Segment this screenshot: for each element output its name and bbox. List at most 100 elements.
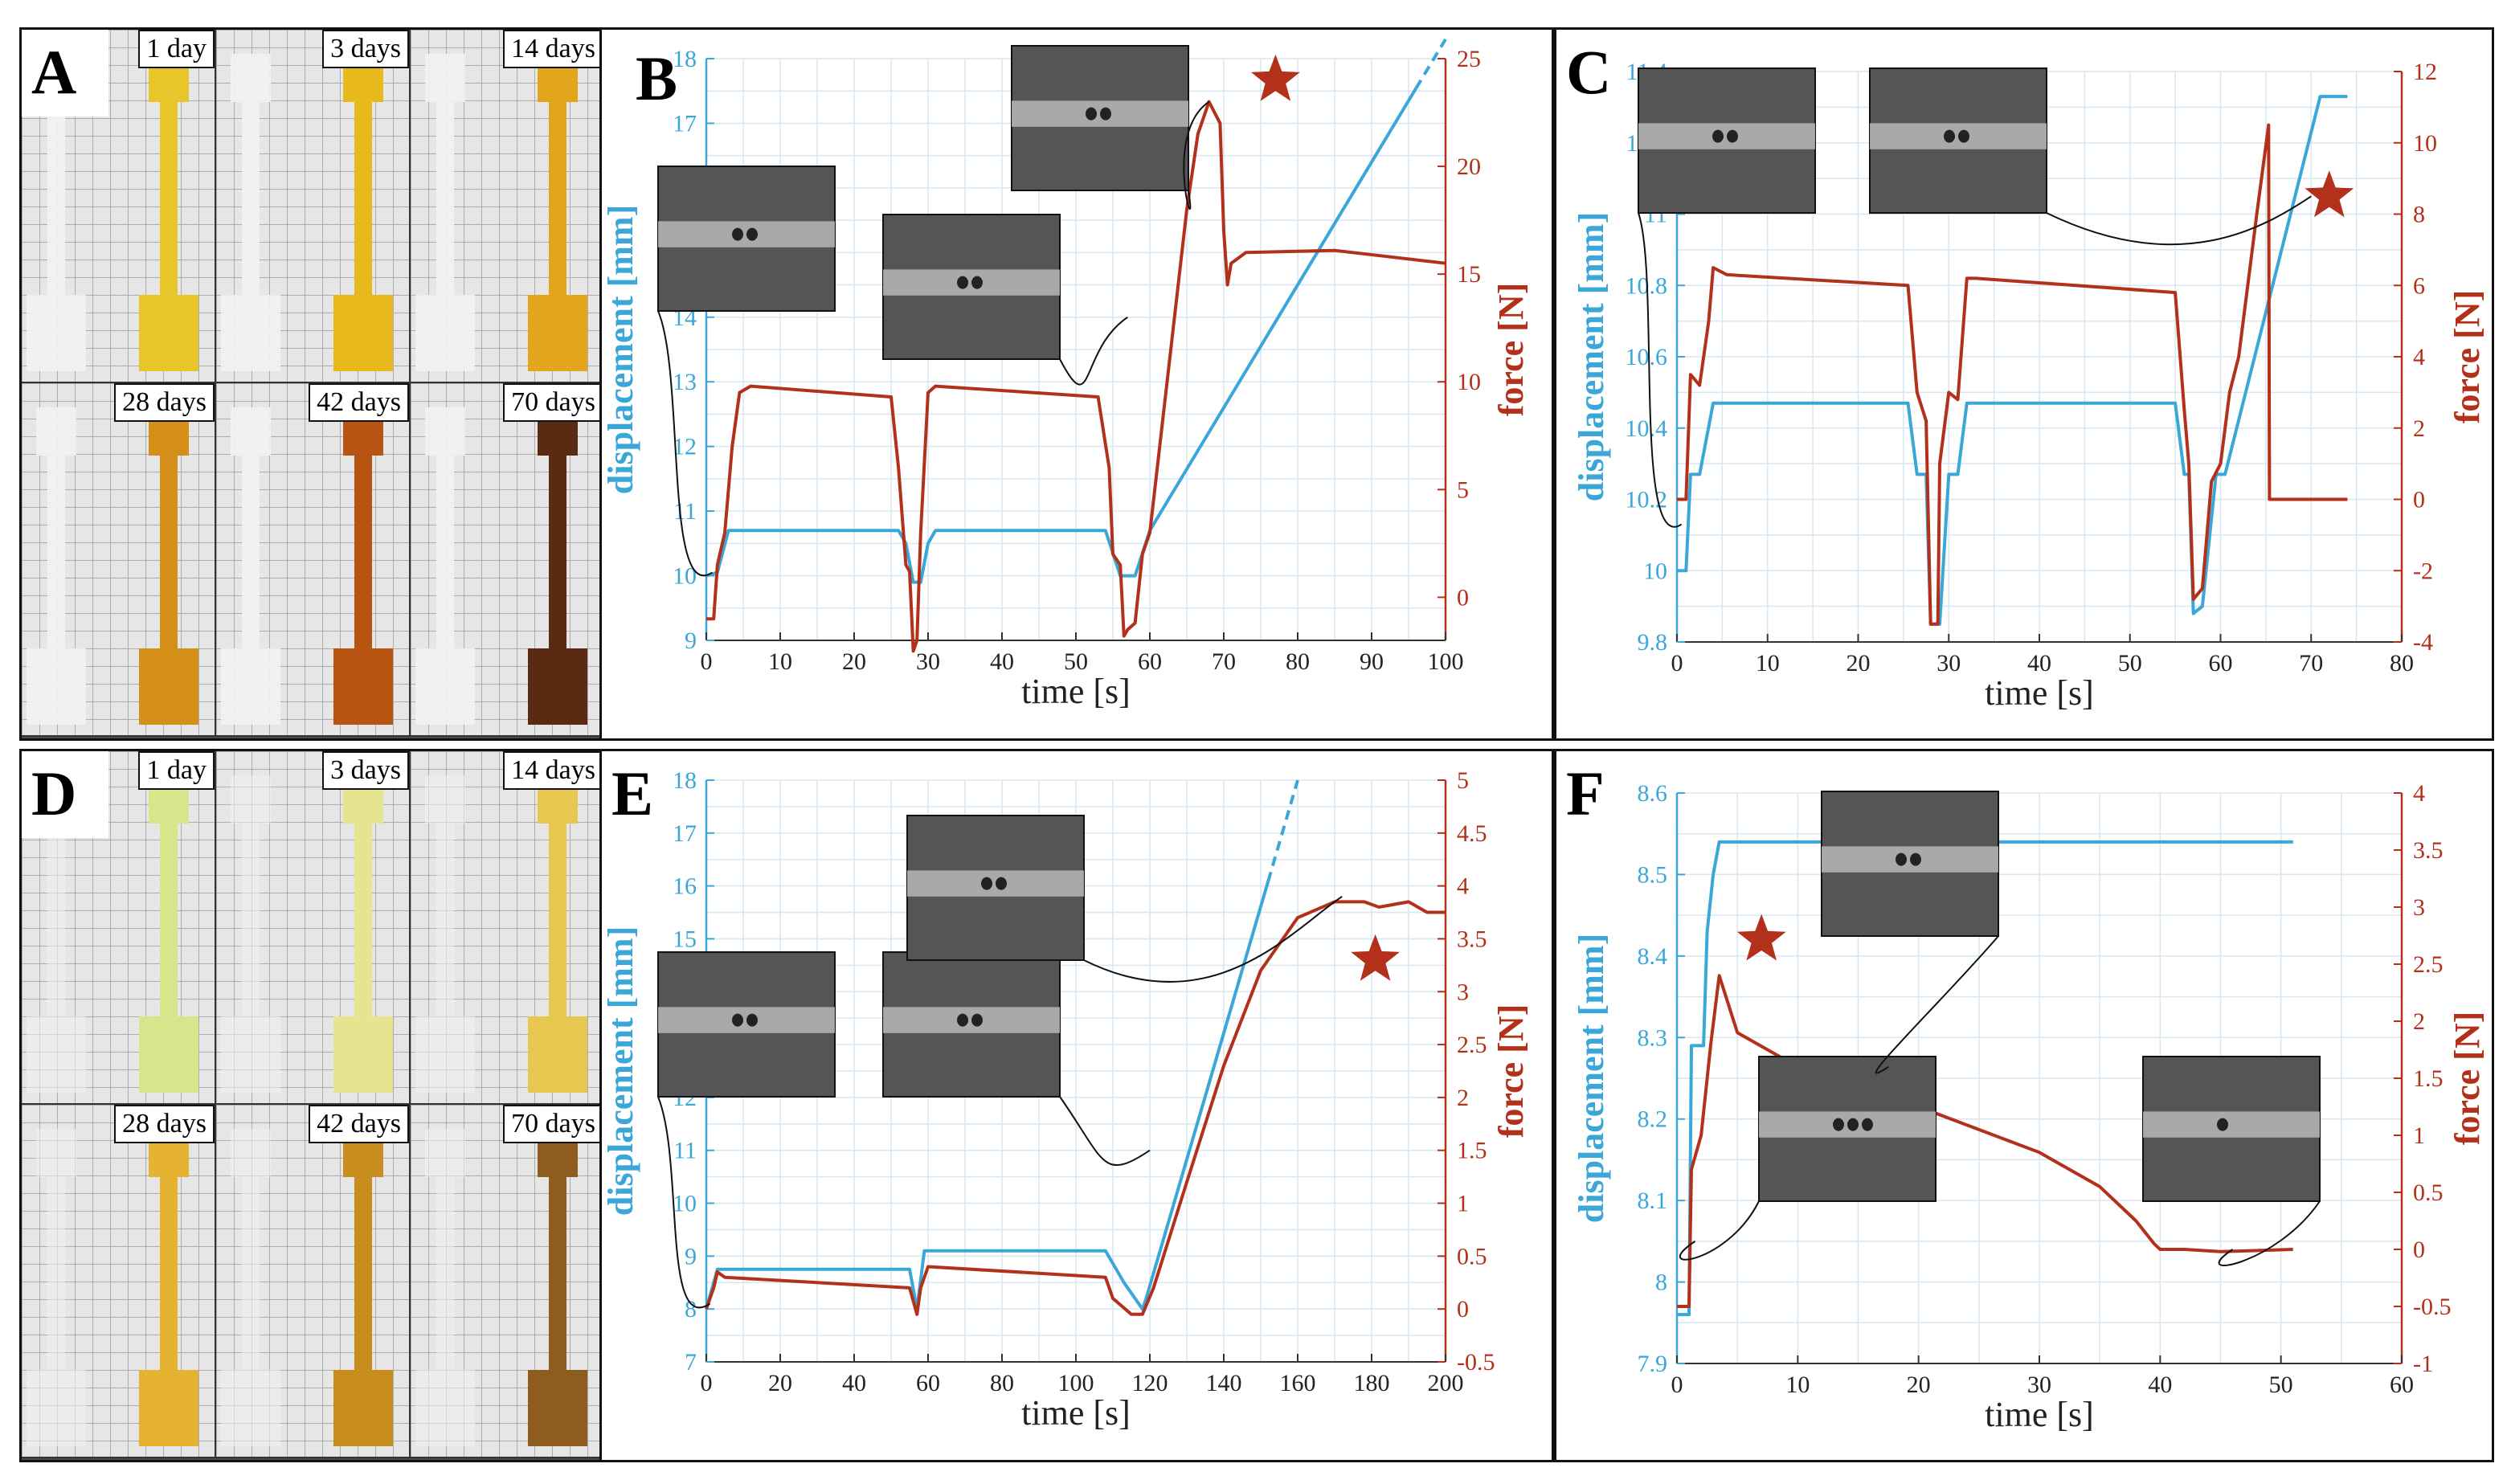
panel-letter-b: B [636, 43, 678, 113]
x-tick-label: 50 [1064, 648, 1088, 675]
inset-photo [1011, 45, 1189, 191]
y-left-tick-label: 8.2 [1638, 1106, 1668, 1133]
panel-b: 0102030405060708090100910111213141516171… [599, 27, 1554, 741]
x-tick-label: 10 [1756, 650, 1780, 677]
y-left-tick-label: 10.6 [1626, 344, 1668, 370]
y-right-tick-label: -0.5 [2413, 1294, 2452, 1320]
inset-photo [1869, 67, 2047, 214]
x-tick-label: 20 [1907, 1372, 1931, 1398]
y-right-tick-label: 2.5 [1457, 1032, 1487, 1058]
y-right-tick-label: 0.5 [1457, 1243, 1487, 1269]
y-left-tick-label: 17 [673, 820, 697, 847]
specimen-photo-d-4 [22, 1105, 215, 1457]
y-left-tick-label: 7 [685, 1349, 697, 1376]
specimen-d-2 [333, 775, 393, 1093]
inset-photo [882, 214, 1061, 360]
x-axis-label: time [s] [1985, 673, 2094, 713]
inset-connector [1183, 100, 1210, 210]
y-right-tick-label: 0 [1457, 584, 1469, 611]
y-left-tick-label: 8.1 [1638, 1188, 1668, 1214]
day-label: 1 day [138, 751, 215, 790]
inset-connector [1679, 1200, 1760, 1261]
y-right-tick-label: 2 [2413, 415, 2425, 442]
inset-mark [1086, 107, 1097, 121]
specimen-photo-d-5 [216, 1105, 409, 1457]
chart-b: 0102030405060708090100910111213141516171… [601, 38, 1531, 711]
letter-box [22, 30, 108, 117]
y-right-tick-label: 4 [2413, 780, 2425, 807]
x-tick-label: 0 [1671, 650, 1683, 677]
specimen-a-2 [333, 54, 393, 371]
specimen-photo-d-6 [411, 1105, 603, 1457]
x-tick-label: 10 [1785, 1372, 1810, 1398]
y-right-tick-label: 10 [2413, 130, 2437, 157]
displacement-series-dashed [1414, 38, 1447, 90]
y-right-tick-label: 5 [1457, 767, 1469, 794]
y-right-tick-label: 4 [1457, 873, 1469, 900]
specimen-photo-d-3 [411, 751, 603, 1103]
photo-a-1: 1 day [22, 30, 216, 383]
x-tick-label: 10 [768, 648, 792, 675]
y-left-tick-label: 10.4 [1626, 415, 1668, 442]
force-series-line [1677, 123, 2348, 626]
specimen-a-4 [139, 407, 198, 725]
x-tick-label: 20 [842, 648, 866, 675]
photo-d-4: 28 days [22, 1105, 216, 1458]
y-right-tick-label: 5 [1457, 476, 1469, 503]
panel-d: 1 day 3 days 14 days 28 days 42 days [19, 749, 610, 1462]
photo-a-2: 3 days [216, 30, 411, 383]
photo-d-3: 14 days [411, 751, 605, 1105]
photo-d-5: 42 days [216, 1105, 411, 1458]
y-left-tick-label: 8.3 [1638, 1024, 1668, 1051]
inset-mark [1910, 852, 1921, 866]
displacement-series-line [705, 881, 1270, 1311]
panel-e: 0204060801001201401601802007891011121314… [599, 749, 1554, 1462]
inset-connector [1059, 316, 1128, 386]
x-tick-label: 20 [768, 1370, 792, 1396]
x-tick-label: 70 [2299, 650, 2323, 677]
inset-mark [1100, 107, 1111, 121]
inset-mark [732, 1013, 743, 1027]
photo-a-4: 28 days [22, 383, 216, 737]
inset-photo [657, 166, 836, 312]
inset-mark [971, 276, 983, 289]
photo-a-5: 42 days [216, 383, 411, 737]
x-tick-label: 40 [990, 648, 1014, 675]
inset-connector [2046, 195, 2312, 246]
inset-mark [746, 1013, 758, 1027]
failure-star [1351, 934, 1400, 981]
inset-photo [882, 951, 1061, 1098]
y-left-axis-label: displacement [mm] [1572, 212, 1611, 502]
letter-box [22, 751, 108, 838]
x-tick-label: 40 [842, 1370, 866, 1396]
x-tick-label: 0 [701, 648, 713, 675]
inset-mark [1958, 129, 1969, 143]
inset-connector [2218, 1200, 2321, 1266]
y-right-tick-label: 4 [2413, 344, 2425, 370]
panel-letter-e: E [611, 758, 654, 828]
failure-star [1736, 914, 1786, 961]
day-label: 42 days [309, 383, 409, 422]
y-left-tick-label: 11 [673, 498, 697, 525]
y-left-axis-label: displacement [mm] [1572, 934, 1611, 1224]
y-left-tick-label: 8.6 [1638, 780, 1668, 807]
inset-mark [746, 227, 758, 241]
inset-photo [1638, 67, 1816, 214]
force-series-line [706, 100, 1446, 653]
x-tick-label: 0 [1671, 1372, 1683, 1398]
inset-mark [957, 1013, 968, 1027]
inset-connector [1059, 1096, 1151, 1166]
x-tick-label: 60 [2209, 650, 2233, 677]
y-right-tick-label: 3 [2413, 894, 2425, 921]
inset-mark [1862, 1118, 1873, 1131]
y-right-tick-label: 6 [2413, 272, 2425, 299]
y-left-tick-label: 10 [1643, 558, 1667, 584]
inset-mark [1727, 129, 1738, 143]
specimen-d-5 [333, 1129, 393, 1446]
specimen-d-6 [528, 1129, 587, 1446]
day-label: 70 days [503, 1105, 603, 1143]
x-axis-label: time [s] [1021, 672, 1131, 711]
y-left-tick-label: 18 [673, 767, 697, 794]
displacement-series-line [1677, 95, 2348, 626]
day-label: 70 days [503, 383, 603, 422]
